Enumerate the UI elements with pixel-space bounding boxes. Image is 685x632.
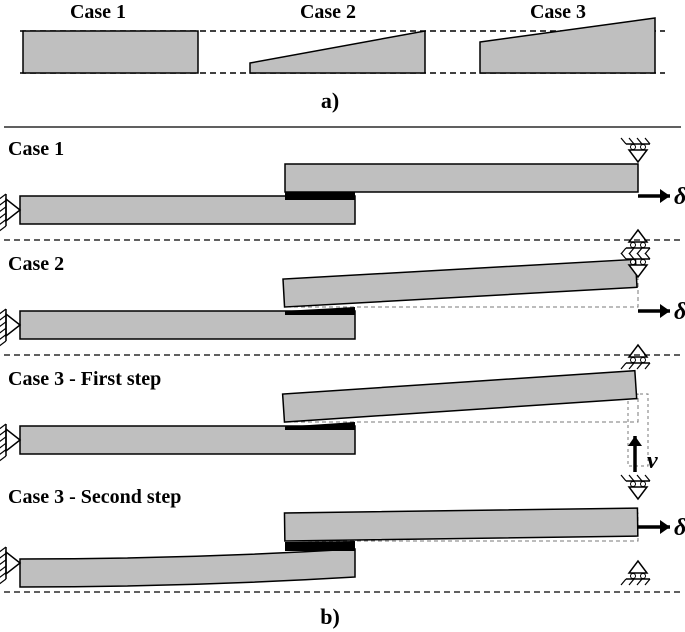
svg-text:Case 3 - Second step: Case 3 - Second step bbox=[8, 486, 181, 508]
svg-text:a): a) bbox=[321, 88, 339, 113]
svg-text:Case 1: Case 1 bbox=[8, 138, 64, 160]
figure-diagram: Case 1 Case 2 Case 3 a) Case 1 δ Case 2 δ Case 3… bbox=[0, 0, 685, 632]
svg-text:b): b) bbox=[320, 604, 340, 629]
svg-text:Case 2: Case 2 bbox=[300, 1, 356, 23]
svg-text:Case 2: Case 2 bbox=[8, 253, 64, 275]
svg-text:δ: δ bbox=[674, 515, 685, 541]
svg-text:Case 3 - First step: Case 3 - First step bbox=[8, 368, 161, 390]
svg-text:Case 1: Case 1 bbox=[70, 1, 126, 23]
svg-text:δ: δ bbox=[674, 299, 685, 325]
svg-text:v: v bbox=[647, 448, 658, 474]
svg-text:δ: δ bbox=[674, 184, 685, 210]
svg-text:Case 3: Case 3 bbox=[530, 1, 586, 23]
